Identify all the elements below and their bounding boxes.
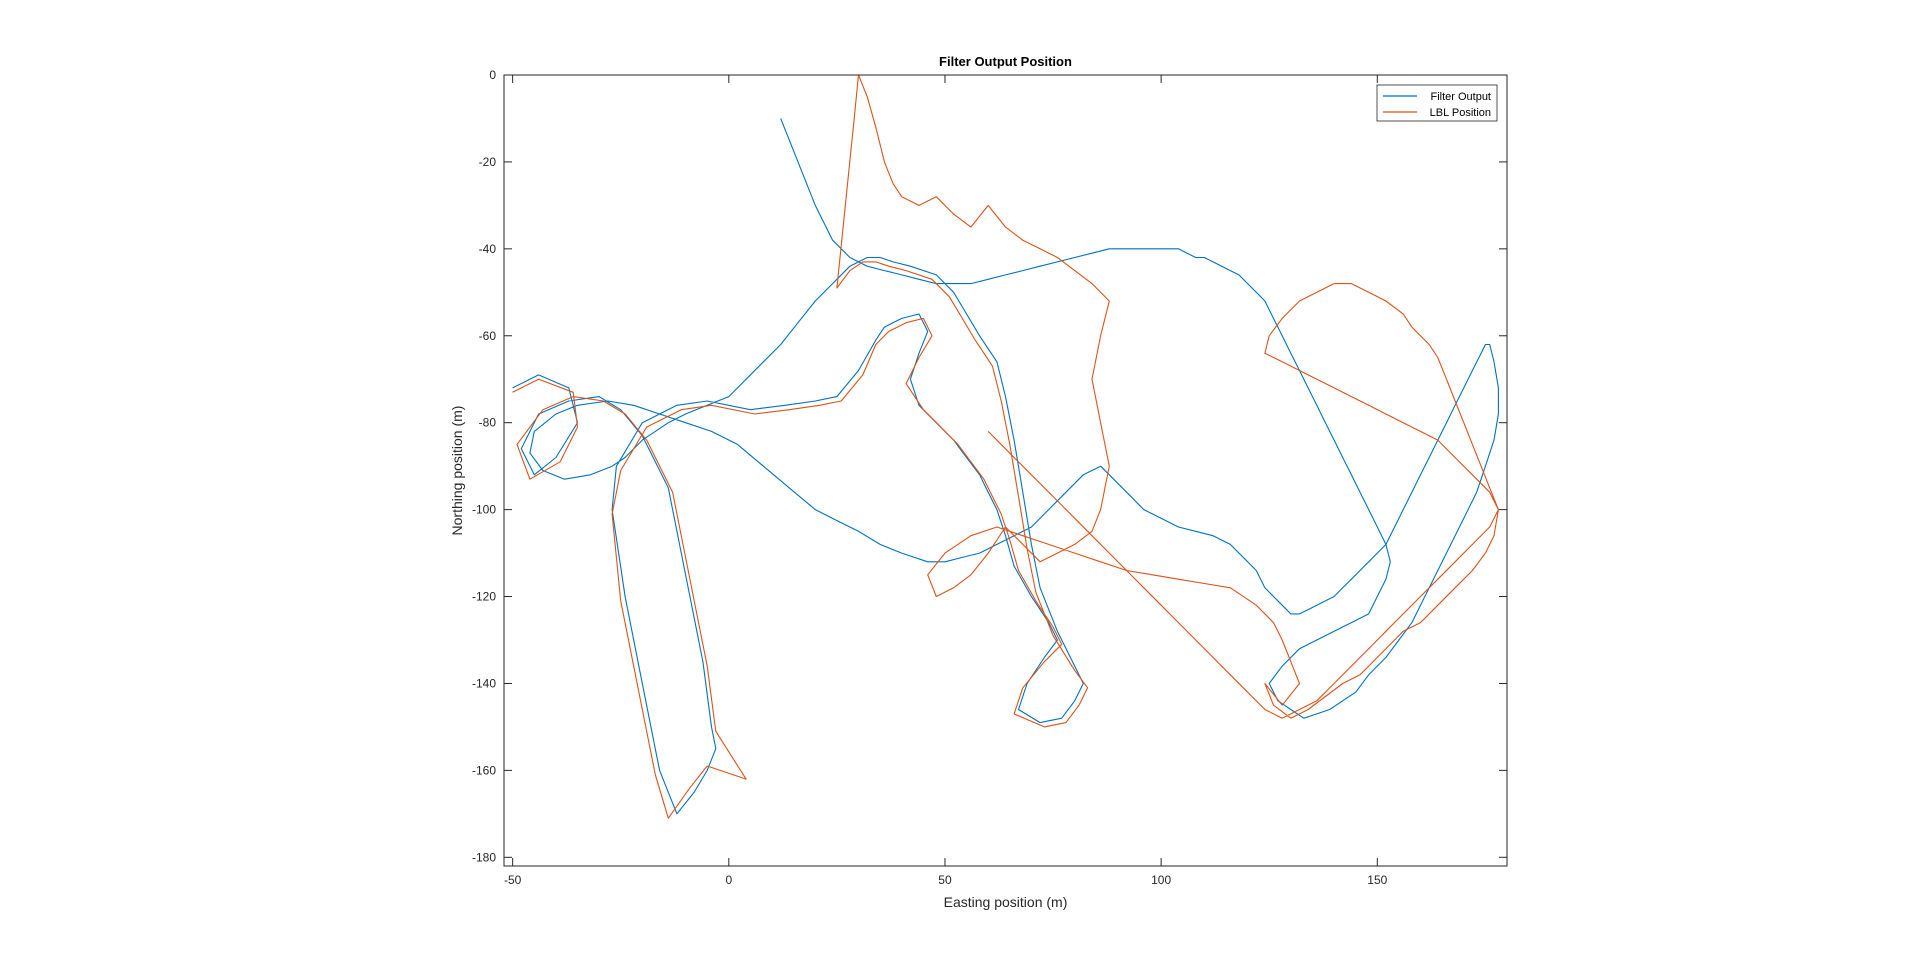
y-tick-label: -80 xyxy=(479,416,497,430)
y-tick-label: -180 xyxy=(472,850,496,864)
series-line-lbl-position xyxy=(512,75,1499,819)
chart-title: Filter Output Position xyxy=(939,54,1072,69)
y-tick-label: -20 xyxy=(479,155,497,169)
x-tick-label: 0 xyxy=(725,873,732,887)
y-tick-label: 0 xyxy=(489,68,496,82)
legend-label-lbl-position: LBL Position xyxy=(1430,107,1491,119)
y-tick-label: -60 xyxy=(479,329,497,343)
x-axis-label: Easting position (m) xyxy=(944,894,1068,910)
y-axis-label: Northing position (m) xyxy=(449,406,465,536)
series-layer xyxy=(512,75,1499,819)
y-tick-label: -100 xyxy=(472,503,496,517)
y-tick-label: -140 xyxy=(472,676,496,690)
y-tick-label: -160 xyxy=(472,763,496,777)
legend-box xyxy=(1376,84,1498,122)
x-tick-label: 50 xyxy=(938,873,952,887)
y-tick-label: -120 xyxy=(472,590,496,604)
x-tick-label: -50 xyxy=(504,873,522,887)
legend: Filter Output LBL Position xyxy=(1376,84,1498,122)
y-tick-label: -40 xyxy=(479,242,497,256)
plot-area-frame xyxy=(503,74,1508,867)
ticks-layer: -50 0 50 100 150 0 -20 -40 -60 -80 -100 -120 -140 -16… xyxy=(472,68,1507,887)
legend-label-filter-output: Filter Output xyxy=(1430,91,1491,103)
x-tick-label: 150 xyxy=(1367,873,1387,887)
x-tick-label: 100 xyxy=(1151,873,1171,887)
